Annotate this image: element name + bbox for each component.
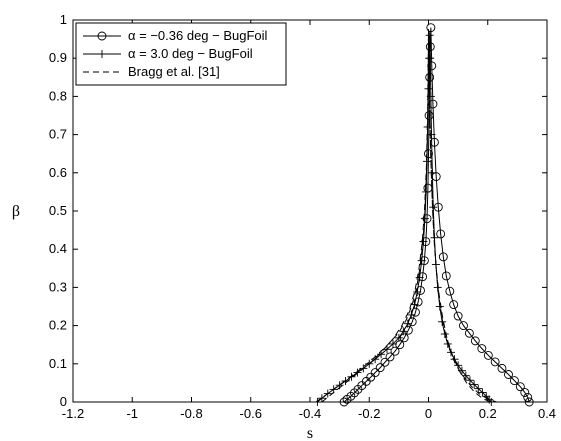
y-tick-label: 0 <box>60 394 67 409</box>
data-point <box>449 300 459 310</box>
x-tick-label: 0 <box>425 406 432 421</box>
x-tick-label: -0.4 <box>299 406 321 421</box>
legend-marker <box>98 50 106 58</box>
data-point <box>470 380 479 389</box>
data-point <box>399 327 408 336</box>
series-line <box>321 31 491 403</box>
data-point <box>465 376 474 385</box>
x-tick-label: 0.4 <box>538 406 556 421</box>
y-tick-label: 0.6 <box>49 165 67 180</box>
data-point <box>403 319 412 328</box>
data-point <box>407 310 416 319</box>
data-point <box>390 346 400 356</box>
data-point <box>353 368 362 377</box>
data-point <box>490 357 500 367</box>
x-tick-label: -0.6 <box>240 406 262 421</box>
legend-label: Bragg et al. [31] <box>128 64 220 79</box>
data-point <box>347 372 356 381</box>
series-line <box>317 35 492 403</box>
x-tick-label: -1 <box>126 406 138 421</box>
y-tick-label: 0.1 <box>49 356 67 371</box>
data-point <box>380 357 390 367</box>
data-point <box>509 376 519 386</box>
data-point <box>436 229 446 239</box>
data-point <box>445 286 455 296</box>
data-point <box>385 352 395 362</box>
x-tick-label: -0.2 <box>358 406 380 421</box>
data-point <box>429 203 438 212</box>
data-point <box>523 392 533 402</box>
data-point <box>515 382 525 392</box>
y-axis-label: β <box>12 203 20 220</box>
x-tick-label: -1.2 <box>62 406 84 421</box>
data-point <box>425 31 434 40</box>
data-point <box>395 340 405 350</box>
x-tick-label: 0.2 <box>479 406 497 421</box>
data-point <box>474 384 483 393</box>
data-point <box>520 388 530 397</box>
data-point <box>470 336 480 346</box>
data-point <box>375 363 385 373</box>
data-point <box>497 363 507 373</box>
series-4 <box>321 31 491 403</box>
data-point <box>459 321 468 331</box>
y-tick-label: 0.3 <box>49 279 67 294</box>
data-point <box>483 350 493 360</box>
legend-label: α = 3.0 deg − BugFoil <box>128 46 253 61</box>
data-point <box>417 256 426 265</box>
data-point <box>424 111 434 120</box>
y-tick-label: 0.7 <box>49 127 67 142</box>
series-1 <box>339 23 534 407</box>
data-point <box>427 130 436 139</box>
series-layer <box>313 23 534 407</box>
data-point <box>477 344 487 353</box>
data-point <box>370 368 380 378</box>
data-point <box>388 339 397 348</box>
data-point <box>441 271 451 281</box>
y-tick-label: 0.9 <box>49 50 67 65</box>
y-tick-label: 0.2 <box>49 318 67 333</box>
data-point <box>410 300 419 309</box>
legend-label: α = −0.36 deg − BugFoil <box>128 28 268 43</box>
data-point <box>394 333 403 342</box>
y-tick-label: 1 <box>60 12 67 27</box>
data-point <box>504 370 513 379</box>
data-point <box>420 214 429 223</box>
data-point <box>424 149 433 159</box>
data-point <box>438 252 448 262</box>
series-3 <box>315 27 497 403</box>
y-tick-label: 0.5 <box>49 203 67 218</box>
data-point <box>426 54 435 63</box>
series-line <box>343 27 530 403</box>
data-point <box>438 317 447 326</box>
y-tick-label: 0.8 <box>49 88 67 103</box>
data-point <box>418 272 428 282</box>
data-point <box>478 388 487 397</box>
data-point <box>366 372 376 382</box>
data-point <box>426 23 436 33</box>
data-point <box>464 328 474 338</box>
data-point <box>317 394 326 403</box>
series-2 <box>313 31 496 406</box>
legend-marker <box>97 31 107 41</box>
data-point <box>428 99 438 109</box>
x-axis-label: s <box>307 425 313 441</box>
data-point <box>453 311 463 321</box>
series-line <box>315 27 497 403</box>
data-point <box>413 287 422 296</box>
ticks-layer: -1.2 -1 -0.8 -0.6 -0.4 -0.2 0 0.2 0.4 0 0.1 0.2 0.3 0… <box>49 12 556 421</box>
data-point <box>416 286 425 295</box>
y-tick-label: 0.4 <box>49 241 67 256</box>
legend: α = −0.36 deg − BugFoil α = 3.0 deg − Bug… <box>75 22 287 86</box>
data-point <box>419 237 428 246</box>
data-point <box>428 168 437 177</box>
x-tick-label: -0.8 <box>180 406 202 421</box>
